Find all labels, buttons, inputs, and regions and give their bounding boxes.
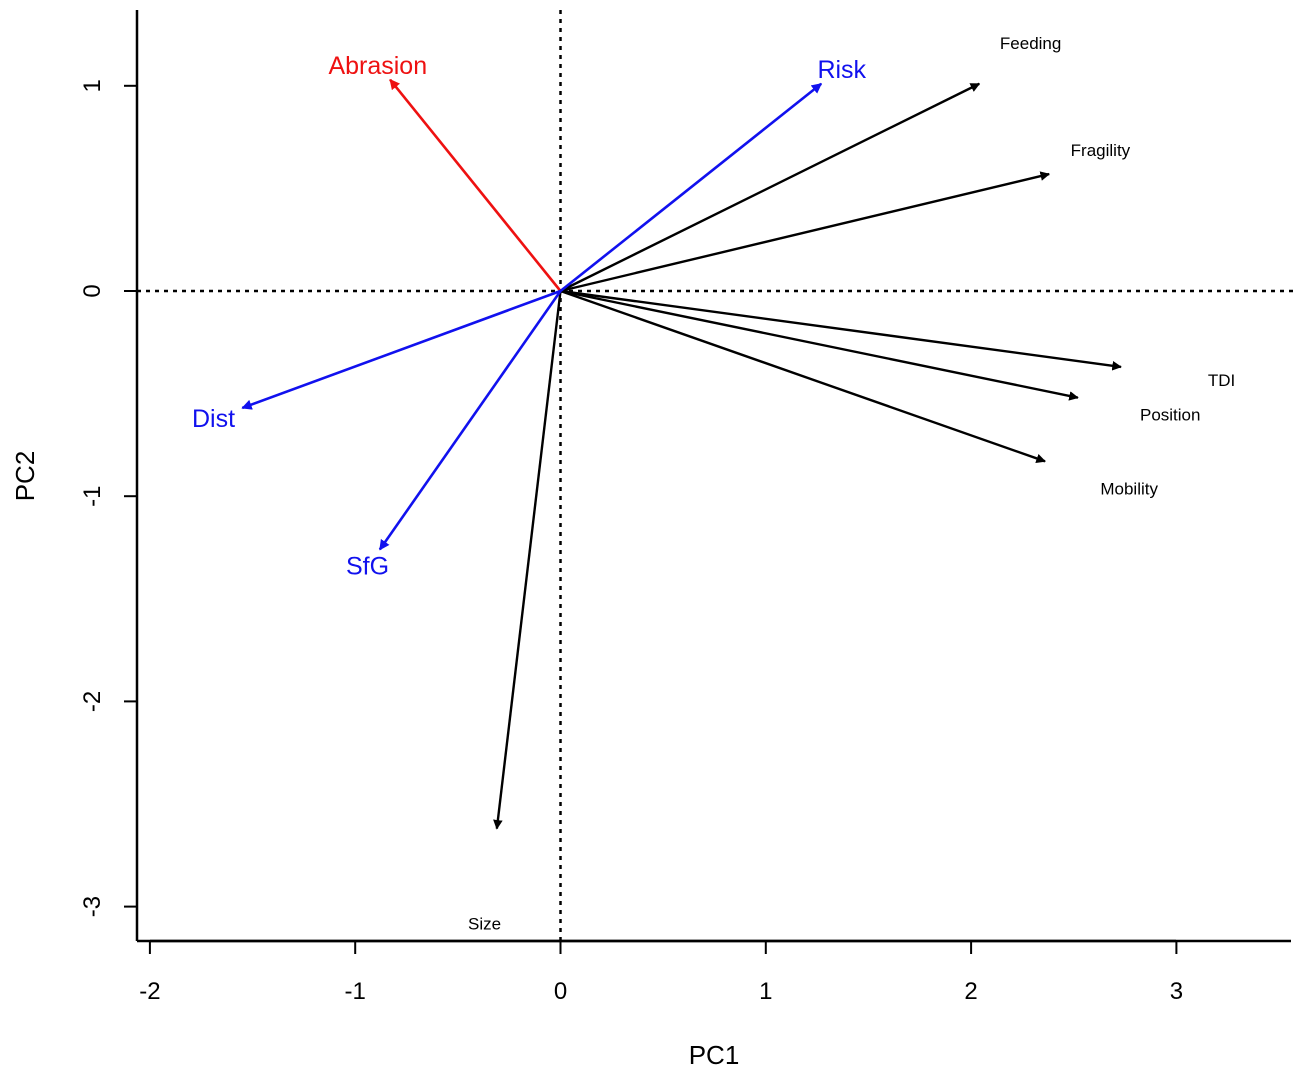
vector-feeding xyxy=(559,82,981,293)
vector-label-position: Position xyxy=(1140,406,1200,425)
x-tick-label: 0 xyxy=(554,978,567,1005)
vector-label-sfg: SfG xyxy=(346,553,389,581)
y-axis-title: PC2 xyxy=(10,451,40,502)
vector-size xyxy=(493,290,562,830)
x-tick-label: 1 xyxy=(759,978,772,1005)
vector-label-tdi: TDI xyxy=(1208,371,1235,390)
x-axis-ticks: -2 -1 0 1 2 3 xyxy=(139,941,1183,1005)
vector-risk xyxy=(559,82,823,293)
x-tick-label: 2 xyxy=(964,978,977,1005)
x-tick-label: 3 xyxy=(1170,978,1183,1005)
x-tick-label: -1 xyxy=(345,978,366,1005)
vector-dist xyxy=(241,289,561,410)
vector-tdi xyxy=(560,289,1122,371)
y-tick-label: 0 xyxy=(79,284,106,297)
y-axis-ticks: 1 0 -1 -2 -3 xyxy=(79,79,137,917)
vector-fragility xyxy=(560,171,1051,293)
vector-label-mobility: Mobility xyxy=(1100,480,1158,499)
reference-lines xyxy=(137,10,1295,941)
vector-label-feeding: Feeding xyxy=(1000,34,1061,53)
vector-label-abrasion: Abrasion xyxy=(328,52,427,80)
vector-label-risk: Risk xyxy=(817,56,866,84)
vector-sfg xyxy=(378,290,562,551)
vector-label-dist: Dist xyxy=(192,405,235,433)
x-tick-label: -2 xyxy=(139,978,160,1005)
vector-mobility xyxy=(560,289,1046,463)
y-tick-label: -3 xyxy=(79,896,106,917)
vector-abrasion xyxy=(389,78,562,292)
x-axis-title: PC1 xyxy=(689,1040,740,1067)
loading-vectors xyxy=(241,78,1122,830)
y-tick-label: 1 xyxy=(79,79,106,92)
y-tick-label: -1 xyxy=(79,486,106,507)
y-tick-label: -2 xyxy=(79,691,106,712)
vector-label-size: Size xyxy=(468,915,501,934)
plot-axes xyxy=(135,10,1291,943)
vector-label-fragility: Fragility xyxy=(1071,141,1131,160)
loading-vector-labels: Feeding Fragility TDI Position Mobility Size A… xyxy=(192,34,1235,933)
vector-position xyxy=(560,289,1079,401)
